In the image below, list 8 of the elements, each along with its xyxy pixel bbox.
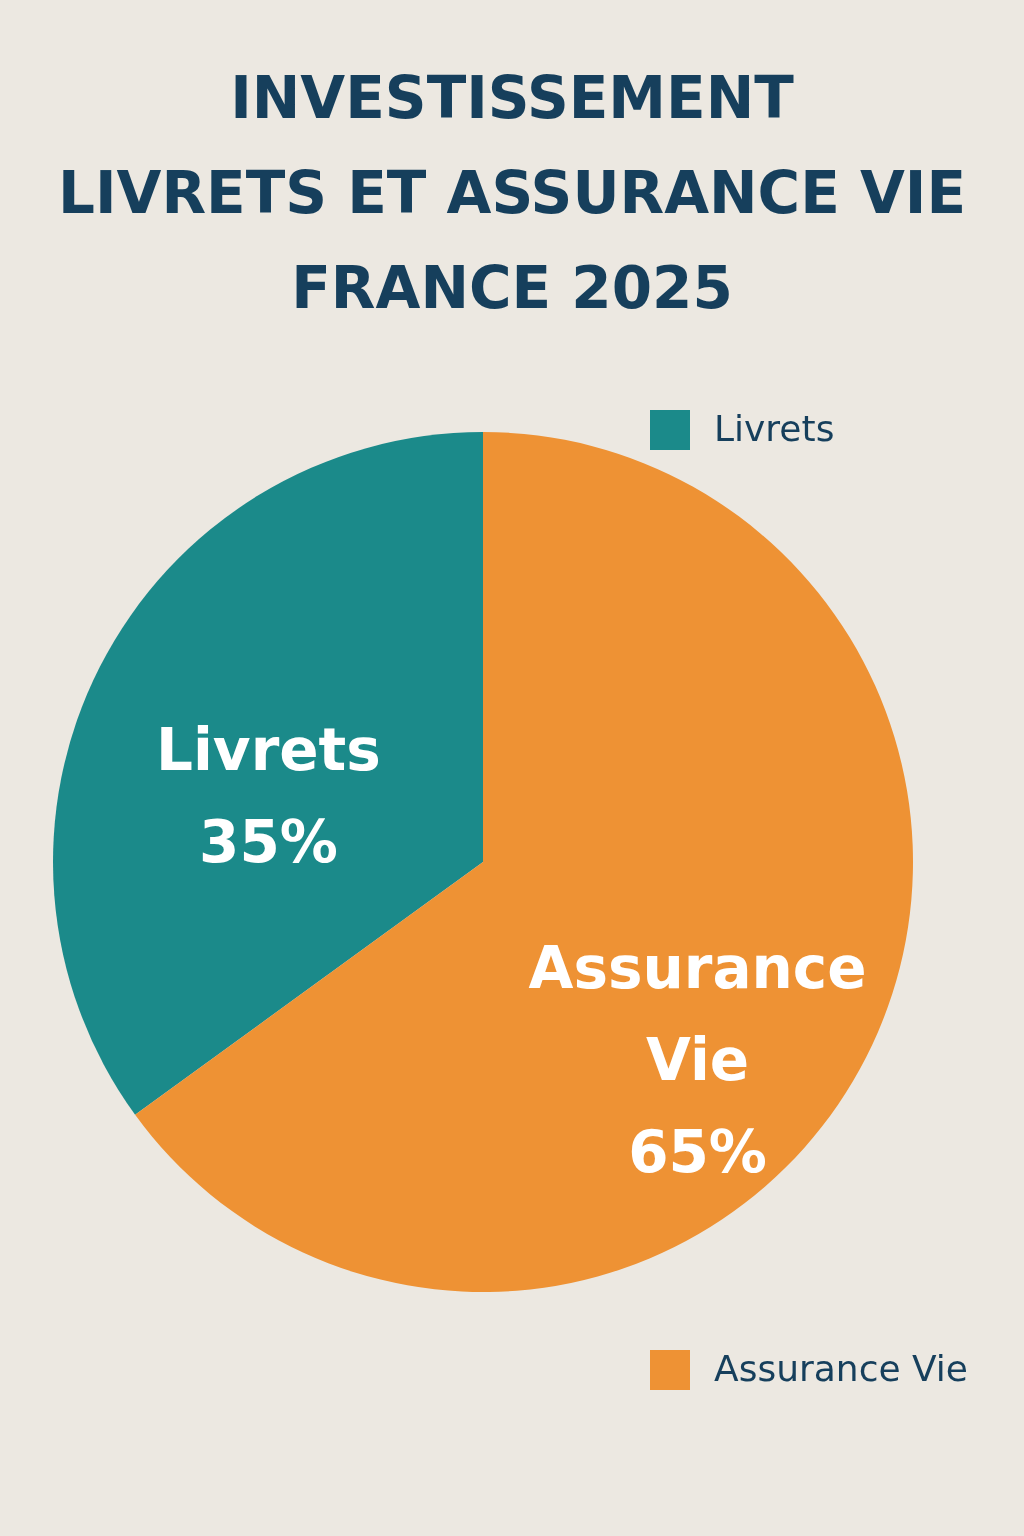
slice-label: Assurance Vie: [528, 934, 867, 1095]
data-label: 65%: [628, 1118, 767, 1187]
data-label: 35%: [199, 807, 338, 876]
legend-label: Livrets: [714, 408, 835, 449]
legend-label: Assurance Vie: [714, 1348, 969, 1389]
slice-label: Livrets: [156, 715, 381, 784]
chart-title: INVESTISSEMENT LIVRETS ET ASSURANCE VIE FRANCE 2025: [57, 64, 967, 322]
pie-slice: [53, 432, 483, 1115]
